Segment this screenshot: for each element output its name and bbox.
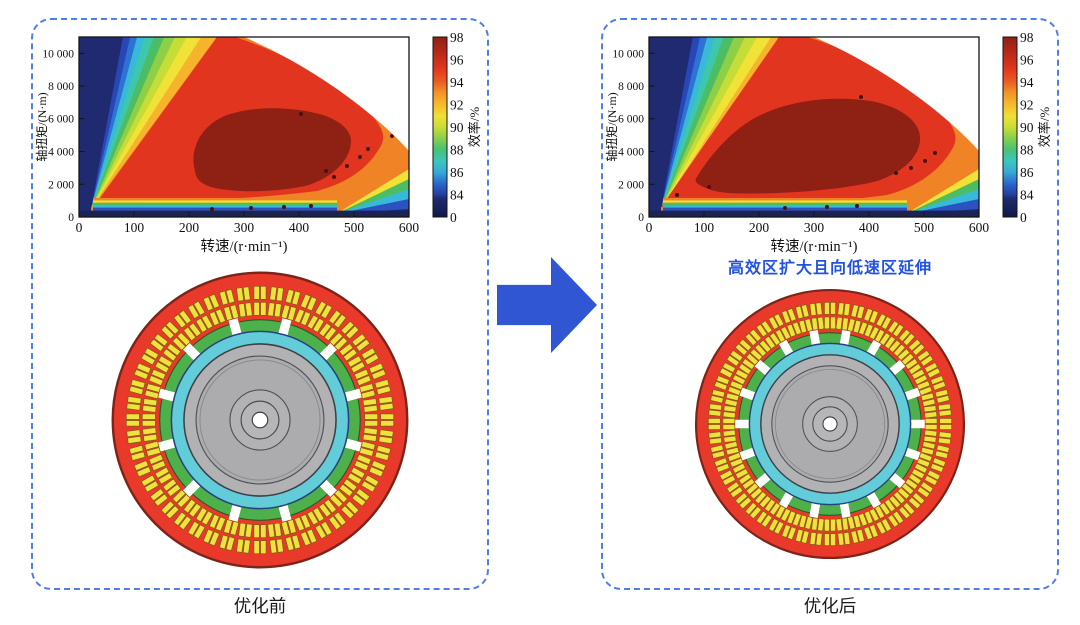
svg-text:100: 100 [123,220,144,235]
svg-text:0: 0 [645,220,652,235]
motor-cross-section-after [694,288,966,560]
svg-text:200: 200 [178,220,199,235]
svg-text:500: 500 [343,220,364,235]
svg-text:500: 500 [913,220,934,235]
svg-text:88: 88 [450,143,464,158]
svg-text:90: 90 [1020,120,1034,135]
svg-text:86: 86 [450,165,464,180]
motor-cross-section-before [111,271,409,569]
svg-text:88: 88 [1020,143,1034,158]
svg-text:300: 300 [803,220,824,235]
transform-arrow-icon [497,257,597,353]
svg-text:96: 96 [1020,53,1034,68]
svg-text:300: 300 [233,220,254,235]
svg-text:0: 0 [68,212,74,224]
svg-text:效率/%: 效率/% [467,107,482,148]
svg-text:0: 0 [450,210,457,225]
svg-text:94: 94 [1020,75,1034,90]
svg-text:98: 98 [450,30,464,45]
svg-text:400: 400 [288,220,309,235]
svg-text:4 000: 4 000 [618,147,644,159]
caption-before: 优化前 [233,596,287,616]
svg-text:86: 86 [1020,165,1034,180]
svg-text:转速/(r·min⁻¹): 转速/(r·min⁻¹) [200,238,287,255]
svg-text:84: 84 [450,188,464,203]
svg-text:0: 0 [638,212,644,224]
svg-text:94: 94 [450,75,464,90]
efficiency-map-after: 0 100 200 300 400 500 600 0 2 000 4 000 6 000 8 000… [604,30,1052,255]
efficiency-map-before: 0 100 200 300 400 500 600 0 2 000 4 000 6 000 8 000… [34,30,482,255]
panel-before-optimization: 0 100 200 300 400 500 600 0 2 000 4 000 6 000 8 000… [31,18,489,590]
svg-text:10 000: 10 000 [612,48,644,60]
svg-text:效率/%: 效率/% [1037,107,1052,148]
svg-text:8 000: 8 000 [48,81,74,93]
svg-text:600: 600 [968,220,989,235]
svg-text:2 000: 2 000 [48,179,74,191]
svg-text:84: 84 [1020,188,1034,203]
annotation-after: 高效区扩大且向低速区延伸 [727,260,932,277]
svg-text:92: 92 [1020,98,1034,113]
svg-text:400: 400 [858,220,879,235]
svg-text:轴扭矩/(N·m): 轴扭矩/(N·m) [34,92,49,161]
panel-after-optimization: 0 100 200 300 400 500 600 0 2 000 4 000 6 000 8 000… [601,18,1059,590]
svg-text:2 000: 2 000 [618,179,644,191]
svg-text:90: 90 [450,120,464,135]
svg-text:轴扭矩/(N·m): 轴扭矩/(N·m) [604,92,619,161]
svg-text:100: 100 [693,220,714,235]
svg-text:92: 92 [450,98,464,113]
svg-text:200: 200 [748,220,769,235]
svg-text:96: 96 [450,53,464,68]
svg-text:8 000: 8 000 [618,81,644,93]
svg-text:6 000: 6 000 [618,114,644,126]
svg-text:0: 0 [75,220,82,235]
svg-text:98: 98 [1020,30,1034,45]
caption-after: 优化后 [803,596,857,616]
svg-text:10 000: 10 000 [42,48,74,60]
svg-text:0: 0 [1020,210,1027,225]
svg-text:转速/(r·min⁻¹): 转速/(r·min⁻¹) [770,238,857,255]
svg-text:600: 600 [398,220,419,235]
svg-text:4 000: 4 000 [48,147,74,159]
svg-text:6 000: 6 000 [48,114,74,126]
